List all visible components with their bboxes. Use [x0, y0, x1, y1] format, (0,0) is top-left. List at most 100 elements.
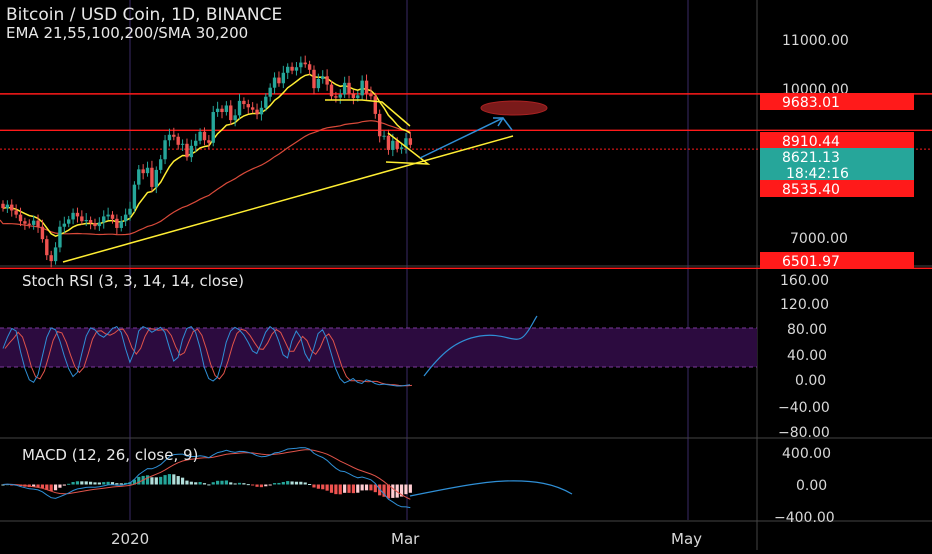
candle-body	[75, 212, 80, 217]
candle-body	[36, 220, 40, 227]
candle-body	[281, 72, 286, 84]
candle-body	[272, 77, 277, 88]
candle-body	[10, 204, 14, 211]
candle-body	[115, 218, 119, 228]
candle-body	[224, 105, 229, 113]
candle-body	[198, 131, 202, 141]
candle-body	[299, 62, 303, 68]
macd-histogram-bar	[145, 475, 150, 485]
projection-arrow-head	[493, 117, 504, 127]
macd-histogram-bar	[255, 484, 259, 487]
candle-body	[102, 216, 106, 223]
candle-body	[53, 247, 58, 262]
stoch-tick: 0.00	[795, 373, 826, 389]
macd-projection	[409, 480, 573, 497]
macd-histogram-bar	[53, 484, 58, 491]
macd-tick: −400.00	[774, 510, 835, 526]
macd-histogram-bar	[303, 482, 307, 485]
stoch-tick: 160.00	[780, 273, 829, 289]
macd-histogram-bar	[93, 482, 97, 485]
macd-histogram-bar	[224, 480, 228, 485]
macd-histogram-bar	[308, 484, 312, 486]
target-zone-ellipse	[480, 100, 548, 116]
macd-histogram-bar	[189, 481, 193, 485]
macd-histogram-bar	[229, 482, 233, 485]
candle-body	[277, 77, 281, 84]
candle-body	[93, 223, 97, 227]
candle-body	[220, 108, 224, 113]
candle-body	[141, 169, 145, 174]
candle-body	[167, 134, 172, 141]
candle-body	[259, 107, 264, 115]
macd-histogram-bar	[110, 482, 115, 485]
macd-histogram-bar	[198, 482, 202, 485]
candle-body	[307, 64, 312, 70]
macd-histogram-bar	[233, 483, 237, 485]
macd-histogram-bar	[404, 484, 408, 495]
level-tag-8910: 8910.44	[782, 134, 840, 150]
candle-body	[132, 184, 137, 209]
candle-body	[97, 222, 102, 227]
macd-histogram-bar	[58, 484, 62, 488]
macd-line	[2, 447, 411, 509]
candle-body	[334, 96, 338, 98]
candle-body	[246, 104, 250, 108]
macd-histogram-bar	[268, 484, 272, 486]
macd-histogram-bar	[40, 484, 45, 489]
candle-body	[382, 135, 386, 137]
level-tag-9683: 9683.01	[782, 95, 840, 111]
macd-histogram-bar	[163, 475, 167, 485]
macd-histogram-bar	[338, 484, 342, 495]
macd-histogram-bar	[102, 482, 106, 485]
candle-body	[386, 135, 391, 150]
candle-body	[264, 96, 268, 108]
candle-body	[364, 80, 369, 94]
macd-histogram-bar	[272, 483, 277, 485]
candle-body	[399, 147, 404, 149]
candle-body	[1, 203, 5, 209]
candle-body	[325, 76, 329, 85]
macd-histogram-bar	[132, 479, 136, 485]
candle-body	[211, 112, 215, 143]
macd-tick: 0.00	[796, 478, 827, 494]
candle-body	[242, 100, 246, 105]
macd-histogram-bar	[124, 482, 128, 485]
candle-body	[128, 208, 132, 215]
candle-body	[71, 212, 75, 220]
macd-histogram-bar	[408, 484, 412, 493]
candle-body	[176, 136, 180, 145]
macd-histogram-bar	[49, 484, 53, 491]
macd-histogram-bar	[281, 481, 285, 485]
macd-histogram-bar	[167, 474, 172, 485]
candle-body	[207, 140, 211, 143]
candle-body	[312, 69, 316, 89]
macd-histogram-bar	[180, 477, 185, 485]
macd-histogram-bar	[32, 484, 36, 487]
level-tag-8535: 8535.40	[782, 182, 840, 198]
macd-histogram-bar	[382, 484, 386, 497]
macd-histogram-bar	[119, 483, 123, 485]
macd-histogram-bar	[176, 476, 180, 485]
macd-histogram-bar	[325, 484, 329, 491]
candle-body	[67, 219, 71, 224]
macd-label: MACD (12, 26, close, 9)	[22, 446, 198, 464]
candle-body	[342, 82, 347, 95]
macd-histogram-bar	[364, 484, 369, 491]
macd-histogram-bar	[89, 481, 93, 485]
time-label-mar: Mar	[391, 530, 420, 548]
candle-body	[172, 134, 176, 137]
candle-body	[110, 214, 115, 219]
macd-histogram-bar	[207, 484, 211, 486]
candle-body	[233, 115, 237, 121]
fast-moving-average-line	[2, 73, 411, 238]
candle-body	[395, 140, 399, 149]
candle-body	[290, 66, 294, 71]
triangle-pattern	[385, 132, 431, 165]
candle-body	[391, 140, 395, 150]
macd-histogram-bar	[185, 480, 189, 485]
candle-body	[31, 220, 36, 225]
macd-histogram-bar	[137, 476, 141, 485]
candle-body	[404, 138, 408, 148]
macd-histogram-bar	[264, 484, 268, 487]
